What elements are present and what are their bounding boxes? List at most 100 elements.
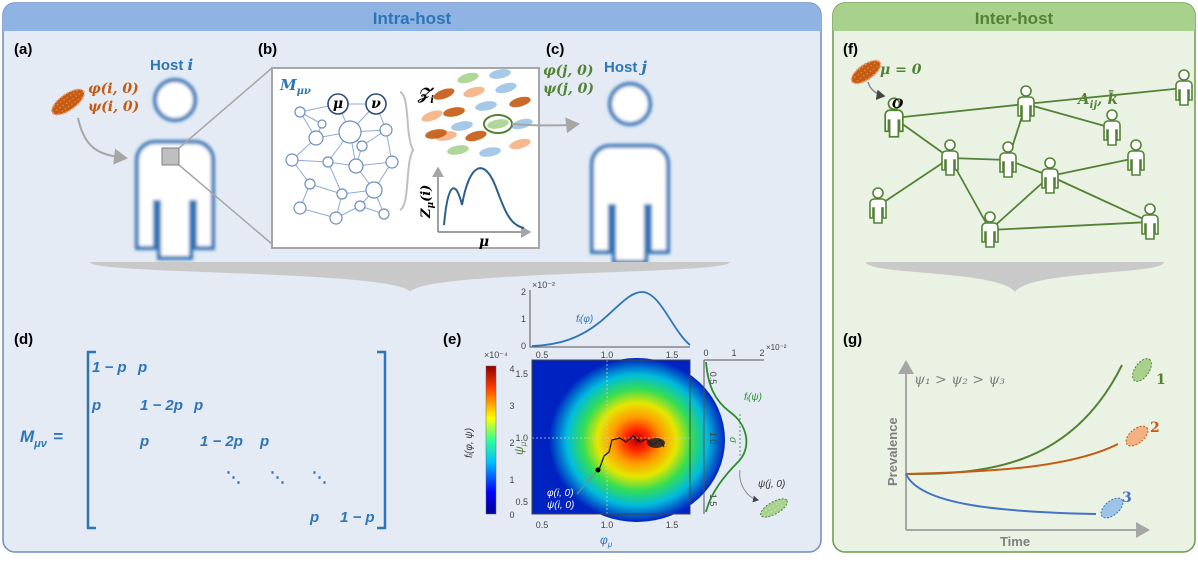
pathogen-strain bbox=[489, 69, 511, 79]
pathogen-strain bbox=[447, 145, 469, 155]
right-exponent: ×10⁻² bbox=[766, 343, 787, 352]
host-icon bbox=[884, 97, 904, 138]
network-node bbox=[356, 140, 368, 152]
contact-edge bbox=[1025, 87, 1185, 105]
panel-label-b: (b) bbox=[258, 41, 277, 58]
host-icon bbox=[1041, 157, 1059, 194]
host-icon bbox=[869, 187, 887, 224]
contact-edge bbox=[989, 221, 1151, 231]
host-icon bbox=[981, 211, 999, 248]
pathogen-strain bbox=[457, 72, 479, 84]
matrix-cell: p bbox=[259, 433, 269, 450]
curve-3-label: 3 bbox=[1122, 490, 1132, 506]
tick-label: 0.5 bbox=[708, 372, 718, 385]
pathogen-strain bbox=[509, 96, 531, 108]
right-curve-label: fᵢ(ψ) bbox=[744, 392, 762, 403]
pathogen-i-icon bbox=[51, 88, 85, 116]
tick-label: 0 bbox=[703, 348, 708, 358]
tick-label: 0.5 bbox=[515, 497, 528, 507]
tick-label: 1.0 bbox=[708, 432, 718, 445]
pathogen-origin-icon bbox=[850, 59, 882, 85]
joint-distribution-heatmap bbox=[531, 358, 725, 522]
host-icon bbox=[999, 141, 1017, 178]
contact-edge bbox=[1025, 103, 1113, 129]
tick-label: 1 bbox=[521, 314, 526, 324]
network-node bbox=[327, 93, 349, 115]
matrix-lhs: Mμν = bbox=[20, 427, 63, 450]
matrix-right-bracket bbox=[377, 350, 387, 530]
tick-label: 2 bbox=[509, 438, 514, 448]
contact-edge bbox=[877, 157, 951, 207]
population-label: 𝒵i bbox=[417, 84, 434, 106]
intra-host-title: Intra-host bbox=[373, 9, 452, 28]
network-node bbox=[329, 211, 343, 225]
mutation-matrix-equation: Mμν = 1 − p p p 1 − 2p p p 1 − 2p p ⋱ ⋱ ⋱… bbox=[20, 350, 387, 530]
pathogen-strain bbox=[479, 147, 501, 157]
pathogen-strain bbox=[463, 86, 485, 98]
top-marginal-curve bbox=[531, 291, 691, 347]
distribution-inset bbox=[432, 166, 532, 238]
network-label: Aij, k̄ bbox=[1076, 89, 1118, 111]
matrix-cell: 1 − p bbox=[92, 359, 127, 376]
network-node bbox=[336, 188, 348, 200]
network-node bbox=[365, 181, 383, 199]
host-icon bbox=[1175, 69, 1193, 106]
heatmap-axes: 0.5 1.0 1.5 1.5 1.0 0.5 φμ ψμ φ(i, 0) ψ(… bbox=[512, 369, 678, 549]
host-icon bbox=[1017, 85, 1035, 122]
matrix-dots: ⋱ bbox=[270, 469, 285, 486]
node-mu-label: μ bbox=[333, 96, 343, 112]
inter-host-header-bar bbox=[833, 3, 1195, 31]
distribution-ylabel: Zμ(i) bbox=[419, 185, 436, 219]
top-marginal-plot: ×10⁻² 2 1 0 0.5 1.0 1.5 fᵢ(φ) bbox=[521, 280, 691, 360]
matrix-dots: ⋱ bbox=[226, 469, 241, 486]
matrix-cell: p bbox=[193, 397, 203, 414]
matrix-cell: p bbox=[309, 509, 319, 526]
network-edge bbox=[327, 161, 343, 195]
transmission-arrow bbox=[511, 117, 580, 134]
host-contact-network bbox=[869, 69, 1193, 248]
network-node bbox=[317, 119, 327, 129]
top-curve-label: fᵢ(φ) bbox=[576, 314, 593, 325]
pathogen-strain bbox=[475, 101, 497, 111]
pathogen-strain bbox=[495, 82, 517, 94]
pathogen-3-icon bbox=[1100, 497, 1124, 519]
matrix-cell: 1 − 2p bbox=[140, 397, 183, 414]
start-psi-label: ψ(i, 0) bbox=[547, 500, 574, 511]
network-node bbox=[308, 130, 324, 146]
tick-label: 3 bbox=[509, 401, 514, 411]
phi-i-label: φ(i, 0) bbox=[88, 81, 139, 97]
tick-label: 0 bbox=[521, 341, 526, 351]
panel-label-g: (g) bbox=[843, 331, 862, 348]
zoom-box bbox=[271, 67, 540, 249]
matrix-cell: 1 − p bbox=[340, 509, 375, 526]
host-j-figure bbox=[590, 82, 670, 264]
time-xlabel: Time bbox=[1000, 534, 1030, 549]
prevalence-ylabel: Prevalence bbox=[885, 417, 900, 486]
psi-i-label: ψ(i, 0) bbox=[88, 99, 139, 115]
host-icon bbox=[1127, 139, 1145, 176]
tick-label: 2 bbox=[521, 287, 526, 297]
pathogen-j-icon bbox=[760, 498, 788, 518]
heatmap-ylabel: ψμ bbox=[512, 441, 528, 455]
contact-edge bbox=[949, 157, 1009, 161]
network-node bbox=[338, 120, 362, 144]
top-exponent: ×10⁻² bbox=[532, 280, 555, 290]
right-marginal-curve bbox=[705, 361, 748, 513]
host-icon bbox=[1103, 109, 1121, 146]
pathogen-strain bbox=[421, 110, 443, 122]
tick-label: 1.5 bbox=[666, 350, 679, 360]
origin-host-label: O bbox=[892, 97, 904, 112]
psi-condition-label: ψ₁ > ψ₂ > ψ₃ bbox=[914, 372, 1005, 388]
tick-label: 0.5 bbox=[536, 520, 549, 530]
tick-label: 1 bbox=[509, 475, 514, 485]
intra-host-header-bar bbox=[3, 3, 821, 31]
network-node bbox=[354, 200, 366, 212]
matrix-left-bracket bbox=[86, 350, 96, 530]
output-arrow bbox=[739, 469, 759, 503]
matrix-cell: p bbox=[137, 359, 147, 376]
tick-label: 1.0 bbox=[601, 350, 614, 360]
panel-label-d: (d) bbox=[14, 331, 33, 348]
infection-arrow-a bbox=[77, 117, 128, 165]
tick-label: 4 bbox=[509, 364, 514, 374]
